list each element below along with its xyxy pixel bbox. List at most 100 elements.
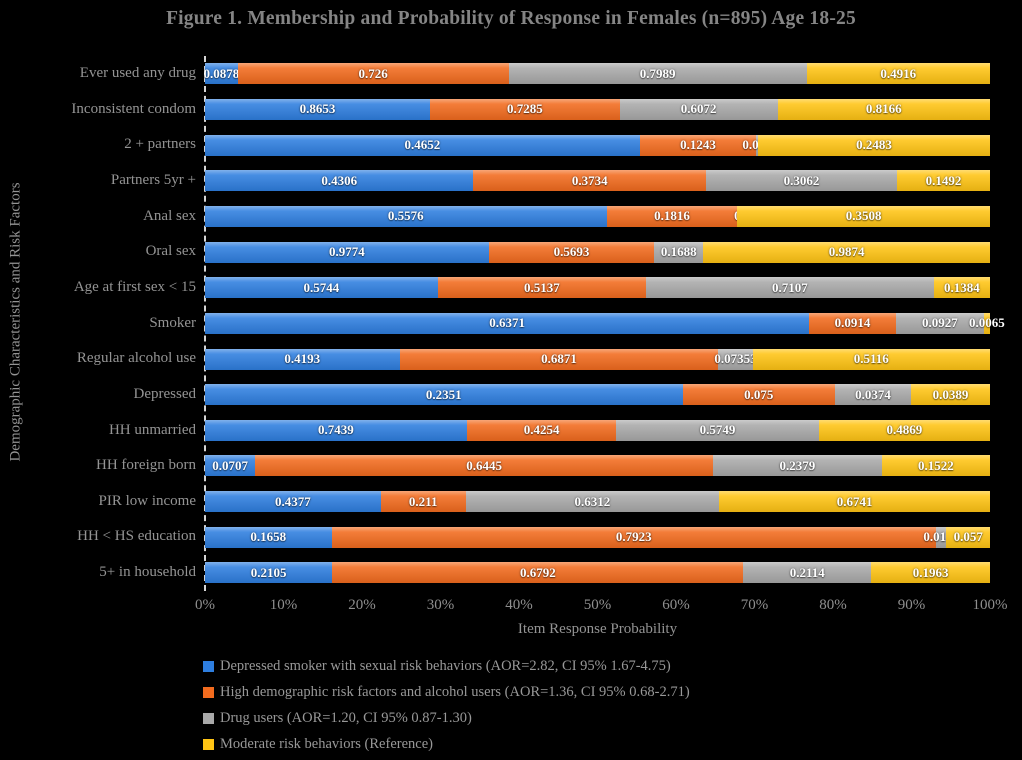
bar-row: 0.4193 0.6871 0.07353 0.5116	[205, 348, 990, 370]
bar-segment: 0.4916	[806, 63, 990, 85]
bar-segment: 0.0137	[923, 526, 959, 548]
category-label: HH unmarried	[108, 421, 196, 438]
bar-segment: 0.6445	[255, 455, 713, 477]
bar-value-label: 0.4869	[886, 422, 923, 438]
legend-item: Depressed smoker with sexual risk behavi…	[203, 653, 690, 679]
bar-segment: 0.1658	[205, 526, 332, 548]
bar-segment: 0.1688	[654, 241, 704, 263]
bar-value-label: 0.0374	[855, 386, 891, 402]
bar-segment: 0.4652	[205, 134, 640, 156]
bar-row: 0.0707 0.6445 0.2379 0.1522	[205, 455, 990, 477]
x-tick-label: 90%	[897, 597, 926, 613]
bar-segment: 0.4193	[205, 348, 400, 370]
bar-segment: 0.211	[380, 491, 466, 513]
bar-segment: 0.1492	[896, 170, 990, 192]
category-label: 5+ in household	[99, 564, 196, 581]
bar-segment: 0.0065	[969, 312, 1005, 334]
bar-value-label: 0.3062	[783, 172, 820, 188]
bar-segment: 0.9774	[205, 241, 489, 263]
legend-label: Depressed smoker with sexual risk behavi…	[220, 657, 671, 674]
bar-segment: 0.7989	[508, 63, 807, 85]
x-tick-label: 20%	[348, 597, 376, 613]
bar-row: 0.4377 0.211 0.6312 0.6741	[205, 491, 990, 513]
bar-segment: 0.7923	[331, 526, 937, 548]
bar-segment: 0.2379	[712, 455, 882, 477]
category-label: Ever used any drug	[79, 65, 196, 81]
bar-segment: 0.726	[237, 63, 509, 85]
category-label: HH foreign born	[96, 457, 196, 474]
bar-value-label: 0.6792	[519, 564, 556, 580]
bar-segment: 0.2483	[757, 134, 990, 156]
bar-row: 0.6371 0.0914 0.0927 0.0065	[205, 312, 1005, 334]
category-label: Age at first sex < 15	[73, 278, 196, 295]
bar-row: 0.9774 0.5693 0.1688 0.9874	[205, 241, 990, 263]
bar-value-label: 0.5116	[853, 351, 889, 367]
x-tick-label: 60%	[662, 597, 690, 613]
bar-value-label: 0.1688	[660, 244, 697, 260]
bar-value-label: 0.0878	[203, 65, 240, 81]
bar-value-label: 0.7107	[772, 279, 808, 295]
bar-value-label: 0.2351	[425, 386, 462, 402]
bar-value-label: 0.4306	[321, 172, 358, 188]
x-tick-label: 30%	[426, 597, 455, 613]
bar-value-label: 0.5576	[387, 208, 424, 224]
bar-segment: 0.0878	[203, 63, 240, 85]
bar-value-label: 0.726	[358, 65, 388, 81]
bar-value-label: 0.2483	[856, 137, 892, 153]
bar-value-label: 0.0927	[921, 315, 958, 331]
bar-value-label: 0.5693	[553, 244, 590, 260]
bar-value-label: 0.1522	[918, 457, 954, 473]
bar-segment: 0.1522	[881, 455, 990, 477]
bar-segment: 0.6312	[465, 491, 720, 513]
bar-value-label: 0.6312	[574, 493, 611, 509]
category-label: PIR low income	[98, 492, 197, 509]
bar-value-label: 0.07353	[714, 351, 757, 367]
legend-swatch-icon	[203, 660, 214, 672]
x-tick-label: 80%	[819, 597, 847, 613]
bar-value-label: 0.7285	[506, 101, 543, 117]
bar-segment: 0.6871	[399, 348, 719, 370]
bar-segment: 0.6072	[619, 98, 778, 120]
bar-value-label: 0.1963	[912, 564, 949, 580]
bar-value-label: 0.0065	[969, 315, 1005, 331]
bar-value-label: 0.8653	[299, 101, 336, 117]
legend: Depressed smoker with sexual risk behavi…	[203, 653, 690, 757]
bar-segment: 0.6741	[719, 491, 990, 513]
bar-value-label: 0.5744	[303, 279, 340, 295]
bar-value-label: 0.9774	[329, 244, 365, 260]
bar-value-label: 0.6371	[489, 315, 525, 331]
bar-value-label: 0.4254	[523, 422, 560, 438]
bar-value-label: 0.7989	[639, 65, 676, 81]
bar-value-label: 0.0914	[834, 315, 871, 331]
bar-value-label: 0.1816	[654, 208, 690, 224]
category-label: 2 + partners	[124, 136, 196, 153]
bar-row: 0.2105 0.6792 0.2114 0.1963	[205, 562, 990, 584]
bar-segment: 0.1963	[871, 562, 990, 584]
x-tick-label: 40%	[505, 597, 533, 613]
x-tick-label: 70%	[740, 597, 769, 613]
bar-row: 0.0878 0.726 0.7989 0.4916	[203, 63, 990, 85]
bar-segment: 0.5693	[488, 241, 655, 263]
bar-segment: 0.3734	[473, 170, 707, 192]
bar-row: 0.2351 0.075 0.0374 0.0389	[205, 384, 990, 406]
category-label: Anal sex	[143, 207, 196, 224]
bar-segment: 0.7107	[645, 277, 934, 299]
bar-segment: 0.5576	[205, 205, 607, 227]
bar-value-label: 0.1492	[925, 172, 962, 188]
category-label: HH < HS education	[77, 528, 196, 545]
bar-value-label: 0.2114	[789, 564, 825, 580]
bar-segment: 0.7439	[205, 419, 467, 441]
bar-segment: 0.2351	[205, 384, 683, 406]
bar-value-label: 0.6072	[680, 101, 717, 117]
bar-segment: 0.4869	[818, 419, 990, 441]
legend-label: Drug users (AOR=1.20, CI 95% 0.87-1.30)	[220, 709, 472, 726]
bar-value-label: 0.4193	[284, 351, 321, 367]
legend-label: High demographic risk factors and alcoho…	[220, 683, 690, 700]
bar-segment: 0.2105	[205, 562, 333, 584]
legend-label: Moderate risk behaviors (Reference)	[220, 735, 433, 752]
bar-value-label: 0.057	[953, 529, 983, 545]
bar-value-label: 0.6871	[541, 351, 577, 367]
legend-swatch-icon	[203, 686, 214, 698]
